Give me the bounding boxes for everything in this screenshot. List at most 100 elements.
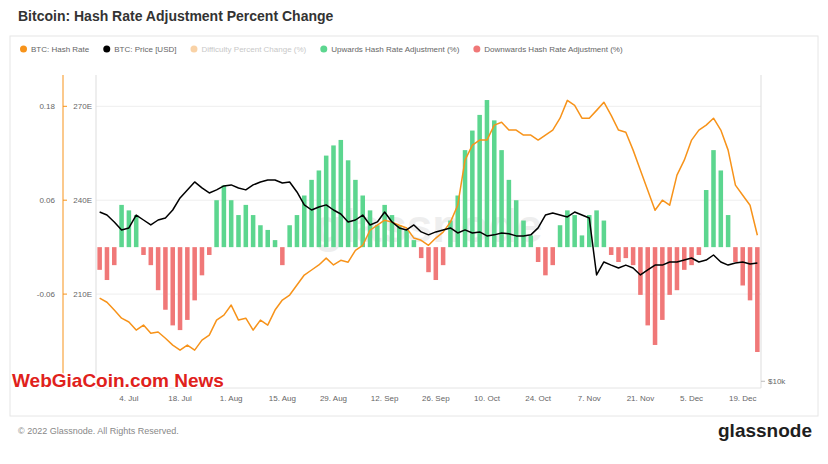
x-tick-label: 18. Jul bbox=[168, 394, 192, 403]
bar bbox=[105, 247, 110, 280]
bar bbox=[222, 185, 227, 247]
bar bbox=[733, 247, 738, 262]
price-tick bbox=[761, 381, 765, 382]
logo: glassnode bbox=[718, 420, 812, 441]
bar bbox=[638, 247, 643, 295]
x-tick-label: 1. Aug bbox=[220, 394, 243, 403]
legend-swatch bbox=[20, 46, 27, 53]
x-tick-label: 5. Dec bbox=[680, 394, 703, 403]
x-tick-label: 7. Nov bbox=[578, 394, 601, 403]
bar bbox=[287, 225, 292, 247]
x-tick-label: 21. Nov bbox=[627, 394, 655, 403]
bar bbox=[178, 247, 183, 330]
bar bbox=[675, 247, 680, 290]
bar bbox=[653, 247, 658, 345]
bar bbox=[419, 247, 424, 258]
bar bbox=[748, 247, 753, 300]
x-tick-label: 15. Aug bbox=[269, 394, 296, 403]
bar bbox=[200, 247, 205, 275]
plot-marks bbox=[97, 100, 759, 352]
bar bbox=[382, 205, 387, 247]
bar bbox=[258, 225, 263, 247]
bar bbox=[580, 235, 585, 247]
bar bbox=[331, 145, 336, 247]
bar bbox=[550, 247, 555, 265]
bar bbox=[112, 247, 117, 265]
grid-line bbox=[96, 106, 761, 107]
bar bbox=[492, 120, 497, 247]
bar bbox=[251, 215, 256, 247]
bar bbox=[309, 180, 314, 247]
bar bbox=[375, 225, 380, 247]
legend: BTC: Hash RateBTC: Price [USD]Difficulty… bbox=[20, 45, 623, 54]
y-axis-line bbox=[96, 75, 97, 388]
price-tick-label: $10k bbox=[768, 377, 786, 386]
bar bbox=[119, 205, 124, 247]
bar bbox=[434, 247, 439, 280]
x-tick-label: 24. Oct bbox=[525, 394, 552, 403]
bar bbox=[170, 247, 175, 325]
bar bbox=[214, 200, 219, 247]
bar bbox=[485, 100, 490, 247]
bar bbox=[740, 247, 745, 285]
bar bbox=[726, 215, 731, 247]
legend-swatch bbox=[320, 46, 327, 53]
x-tick-label: 19. Dec bbox=[729, 394, 757, 403]
bar bbox=[339, 140, 344, 247]
copyright: © 2022 Glassnode. All Rights Reserved. bbox=[18, 426, 179, 436]
bar bbox=[602, 221, 607, 248]
bar bbox=[163, 247, 168, 310]
bar bbox=[514, 200, 519, 247]
title: Bitcoin: Hash Rate Adjustment Percent Ch… bbox=[18, 8, 334, 24]
bar bbox=[441, 247, 446, 265]
bar bbox=[536, 247, 541, 262]
bar bbox=[229, 200, 234, 247]
y2-tick bbox=[63, 294, 67, 295]
x-tick-label: 29. Aug bbox=[320, 394, 347, 403]
bar bbox=[280, 247, 285, 265]
x-tick-label: 10. Oct bbox=[474, 394, 501, 403]
y2-tick bbox=[63, 106, 67, 107]
bar bbox=[360, 196, 365, 248]
bar bbox=[558, 225, 563, 247]
bar bbox=[156, 247, 161, 290]
bar bbox=[624, 247, 629, 258]
bar bbox=[207, 247, 212, 255]
bar bbox=[317, 170, 322, 247]
chart: Bitcoin: Hash Rate Adjustment Percent Ch… bbox=[0, 0, 828, 464]
legend-label: Downwards Hash Rate Adjustment (%) bbox=[484, 45, 623, 54]
y2-tick-label: 240E bbox=[73, 196, 92, 205]
bar bbox=[97, 247, 102, 270]
bar bbox=[192, 247, 197, 300]
y-tick-label: 0.06 bbox=[39, 196, 55, 205]
bar bbox=[682, 247, 687, 270]
bar bbox=[134, 215, 139, 247]
price-axis-line bbox=[761, 75, 762, 388]
bar bbox=[273, 240, 278, 247]
bar bbox=[507, 180, 512, 247]
bar bbox=[667, 247, 672, 295]
bar bbox=[404, 230, 409, 247]
bar bbox=[689, 247, 694, 265]
legend-swatch bbox=[190, 46, 197, 53]
y2-tick-label: 270E bbox=[73, 102, 92, 111]
bar bbox=[244, 205, 249, 247]
x-tick-label: 26. Sep bbox=[422, 394, 450, 403]
bar bbox=[719, 170, 724, 247]
bar bbox=[426, 247, 431, 272]
bar bbox=[543, 247, 548, 275]
legend-label: BTC: Price [USD] bbox=[114, 45, 176, 54]
legend-label: Difficulty Percent Change (%) bbox=[201, 45, 306, 54]
bar bbox=[346, 160, 351, 247]
bar bbox=[236, 215, 241, 247]
bar bbox=[704, 190, 709, 247]
series-line bbox=[100, 180, 758, 275]
y-tick-label: 0.18 bbox=[39, 102, 55, 111]
bar bbox=[645, 247, 650, 325]
bar bbox=[572, 215, 577, 247]
bar bbox=[141, 247, 146, 255]
bar bbox=[521, 221, 526, 248]
bar bbox=[609, 247, 614, 255]
frame bbox=[10, 36, 818, 416]
y2-axis-line bbox=[63, 75, 64, 388]
